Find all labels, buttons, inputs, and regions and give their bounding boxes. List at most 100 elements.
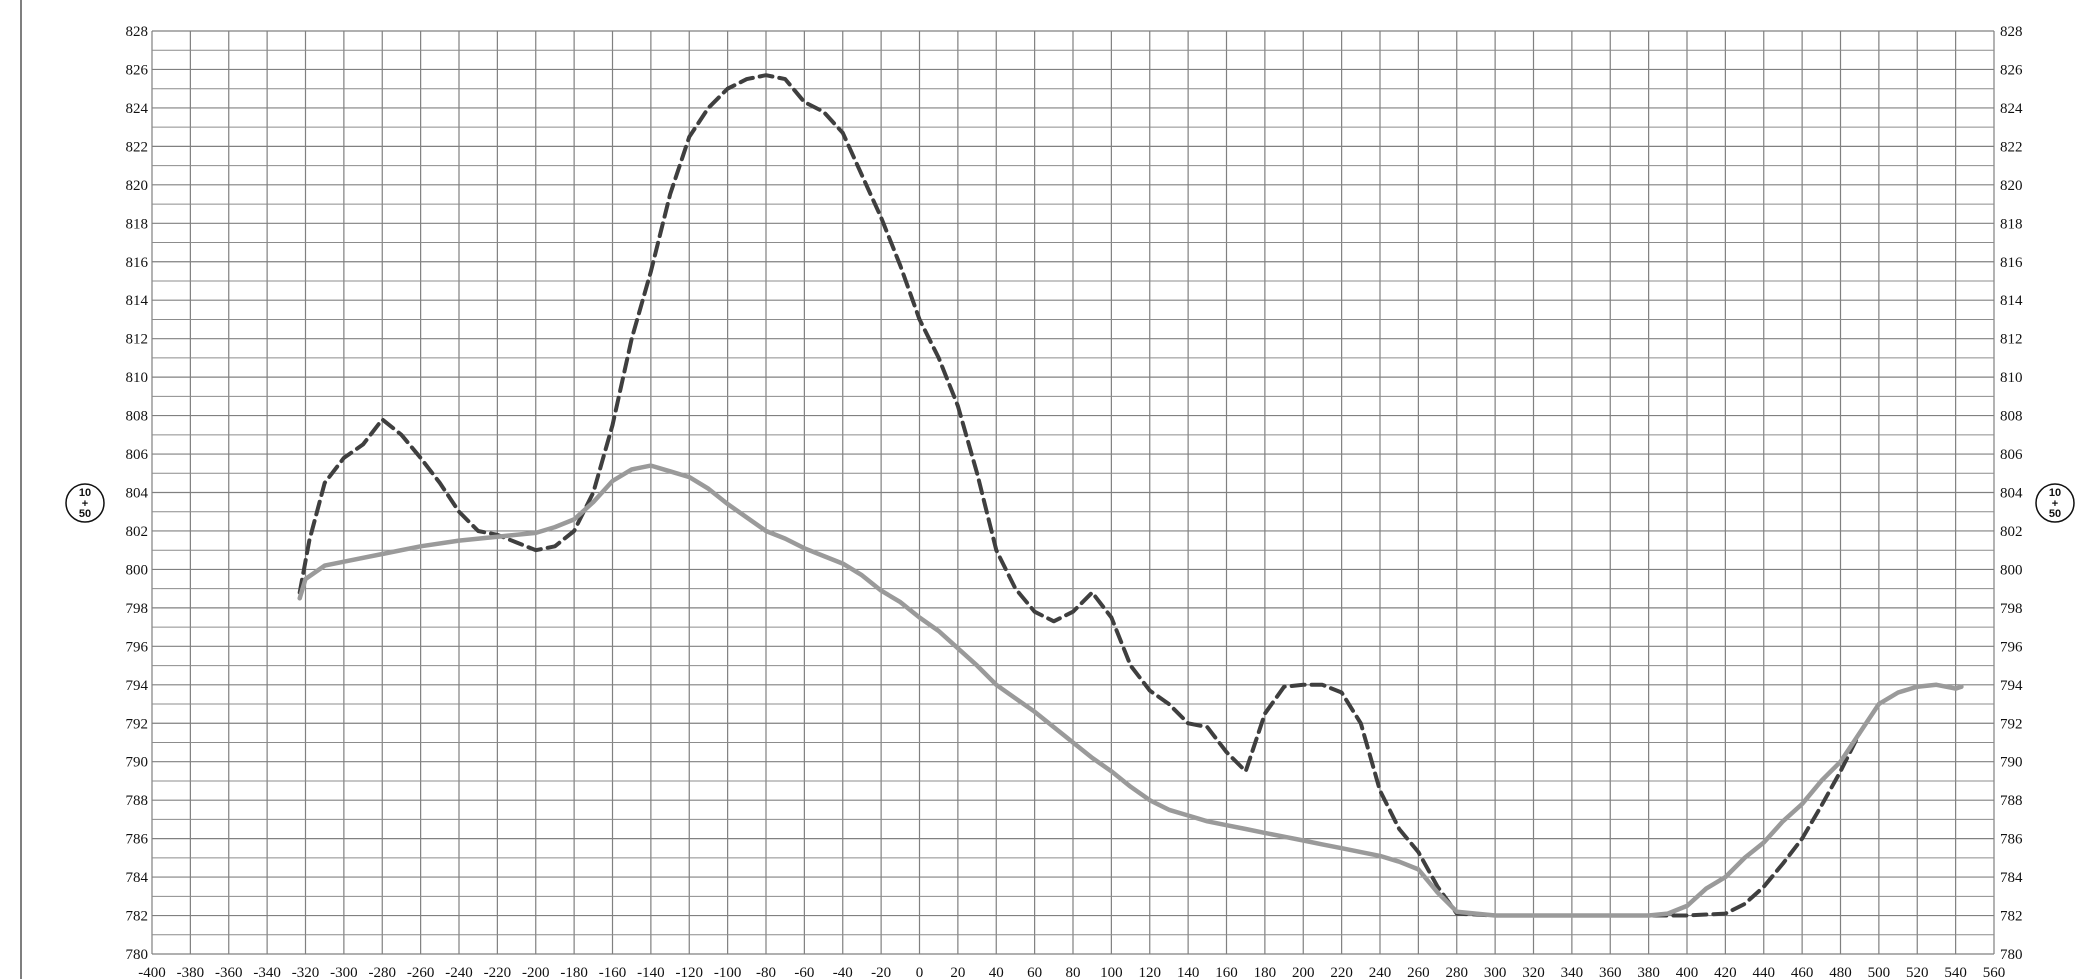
x-tick-label: -240 [445, 965, 473, 979]
y-tick-label-left: 794 [126, 678, 149, 694]
y-tick-label-right: 780 [2000, 947, 2023, 963]
x-tick-label: -120 [676, 965, 704, 979]
station-marker-top: 10 [2049, 487, 2061, 499]
x-tick-label: 40 [989, 965, 1004, 979]
y-tick-label-left: 826 [126, 62, 149, 78]
x-tick-label: 560 [1983, 965, 2006, 979]
y-tick-label-right: 794 [2000, 678, 2023, 694]
y-tick-label-left: 804 [126, 486, 149, 502]
x-tick-label: 200 [1292, 965, 1315, 979]
y-tick-label-right: 788 [2000, 793, 2023, 809]
y-axis-left: 780 782 784 786 788 790 792 794 796 798 800 802 804 8… [126, 24, 149, 963]
y-tick-label-right: 816 [2000, 255, 2023, 271]
y-tick-label-right: 786 [2000, 832, 2023, 848]
y-tick-label-right: 820 [2000, 178, 2023, 194]
y-tick-label-right: 792 [2000, 716, 2023, 732]
grid [151, 30, 1995, 955]
x-tick-label: 320 [1522, 965, 1545, 979]
x-tick-label: 80 [1066, 965, 1081, 979]
y-tick-label-left: 828 [126, 24, 149, 40]
y-tick-label-left: 802 [126, 524, 149, 540]
y-tick-label-right: 796 [2000, 639, 2023, 655]
y-tick-label-right: 800 [2000, 562, 2023, 578]
x-tick-label: 160 [1215, 965, 1238, 979]
x-tick-label: -80 [756, 965, 776, 979]
station-marker-bottom: 50 [79, 508, 91, 520]
y-tick-label-left: 798 [126, 601, 149, 617]
y-tick-label-right: 818 [2000, 216, 2023, 232]
y-tick-label-left: 784 [126, 870, 149, 886]
y-tick-label-left: 788 [126, 793, 149, 809]
x-tick-label: 60 [1027, 965, 1042, 979]
x-tick-label: 380 [1637, 965, 1660, 979]
y-tick-label-right: 798 [2000, 601, 2023, 617]
y-tick-label-left: 800 [126, 562, 149, 578]
x-tick-label: -140 [637, 965, 665, 979]
x-tick-label: -180 [560, 965, 588, 979]
y-tick-label-left: 814 [126, 293, 149, 309]
y-tick-label-right: 826 [2000, 62, 2023, 78]
x-tick-label: 300 [1484, 965, 1507, 979]
x-tick-label: -340 [253, 965, 281, 979]
y-tick-label-right: 804 [2000, 486, 2023, 502]
y-tick-label-left: 812 [126, 332, 149, 348]
x-tick-label: -40 [833, 965, 853, 979]
y-tick-label-left: 816 [126, 255, 149, 271]
y-tick-label-left: 786 [126, 832, 149, 848]
y-tick-label-right: 784 [2000, 870, 2023, 886]
station-marker-left: 10 + 50 [65, 483, 105, 523]
x-tick-label: 360 [1599, 965, 1622, 979]
x-tick-label: 540 [1944, 965, 1967, 979]
x-tick-label: -60 [794, 965, 814, 979]
y-tick-label-left: 822 [126, 139, 149, 155]
x-tick-label: -360 [215, 965, 243, 979]
x-tick-label: -300 [330, 965, 358, 979]
x-tick-label: -20 [871, 965, 891, 979]
y-tick-label-left: 792 [126, 716, 149, 732]
x-tick-label: -320 [292, 965, 320, 979]
x-tick-label: -160 [599, 965, 627, 979]
x-tick-label: -260 [407, 965, 435, 979]
station-marker-middle: + [82, 498, 88, 510]
station-marker-right: 10 + 50 [2035, 483, 2075, 523]
x-tick-label: 220 [1330, 965, 1353, 979]
x-tick-label: 520 [1906, 965, 1929, 979]
x-tick-label: -220 [484, 965, 512, 979]
y-tick-label-left: 820 [126, 178, 149, 194]
y-tick-label-left: 780 [126, 947, 149, 963]
x-tick-label: 460 [1791, 965, 1814, 979]
y-tick-label-left: 806 [126, 447, 149, 463]
x-tick-label: -200 [522, 965, 550, 979]
y-tick-label-right: 822 [2000, 139, 2023, 155]
x-tick-label: 0 [916, 965, 924, 979]
x-tick-label: 260 [1407, 965, 1430, 979]
y-tick-label-right: 824 [2000, 101, 2023, 117]
x-tick-label: 140 [1177, 965, 1200, 979]
x-tick-label: 400 [1676, 965, 1699, 979]
station-marker-bottom: 50 [2049, 508, 2061, 520]
x-tick-label: 100 [1100, 965, 1123, 979]
x-tick-label: -100 [714, 965, 742, 979]
x-tick-label: 420 [1714, 965, 1737, 979]
station-marker-circle [2035, 483, 2075, 523]
y-tick-label-right: 802 [2000, 524, 2023, 540]
y-tick-label-right: 814 [2000, 293, 2023, 309]
y-tick-label-right: 790 [2000, 755, 2023, 771]
x-tick-label: 20 [950, 965, 965, 979]
y-tick-label-right: 828 [2000, 24, 2023, 40]
x-tick-label: 280 [1446, 965, 1469, 979]
x-tick-label: -400 [138, 965, 166, 979]
station-marker-circle [65, 483, 105, 523]
y-tick-label-left: 790 [126, 755, 149, 771]
station-marker-top: 10 [79, 487, 91, 499]
x-tick-label: -380 [177, 965, 205, 979]
x-tick-label: 340 [1561, 965, 1584, 979]
x-tick-label: 120 [1139, 965, 1162, 979]
y-tick-label-left: 818 [126, 216, 149, 232]
x-tick-label: -280 [369, 965, 397, 979]
y-tick-label-right: 782 [2000, 909, 2023, 925]
y-tick-label-left: 782 [126, 909, 149, 925]
y-tick-label-left: 796 [126, 639, 149, 655]
x-tick-label: 500 [1868, 965, 1891, 979]
y-tick-label-left: 810 [126, 370, 149, 386]
